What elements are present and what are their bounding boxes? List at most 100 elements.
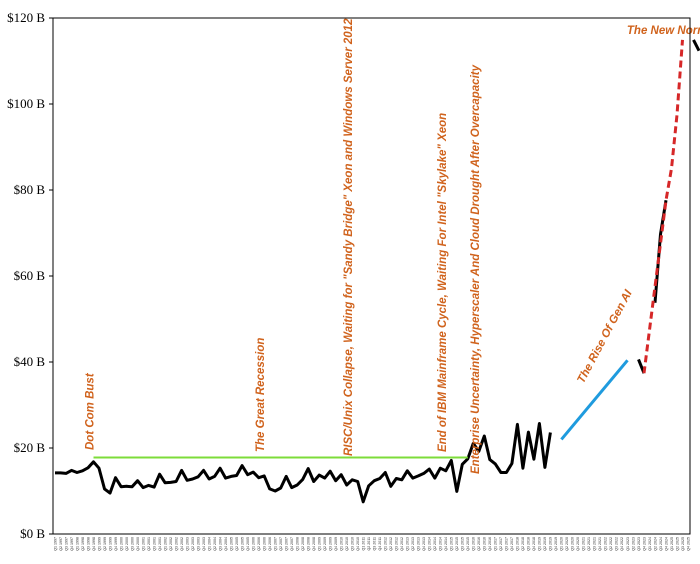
x-tick-label: Q1 2017	[494, 537, 498, 551]
x-tick-label: Q2 2009	[323, 537, 327, 551]
x-tick-label: Q4 2018	[532, 537, 536, 551]
x-tick-label: Q3 1997	[64, 537, 68, 551]
x-tick-label: Q2 2013	[411, 537, 415, 551]
annotation: The Great Recession	[255, 338, 267, 452]
y-tick-label: $0 B	[20, 526, 45, 541]
x-tick-label: Q3 2023	[637, 537, 641, 551]
series-lines	[55, 39, 700, 504]
y-axis-ticks: $0 B $20 B $40 B $60 B $80 B $100 B $120 B	[7, 10, 53, 541]
x-tick-label: Q4 2001	[158, 537, 162, 551]
x-tick-label: Q2 2025	[675, 537, 679, 551]
x-tick-label: Q3 2004	[218, 537, 222, 551]
x-tick-label: Q1 2016	[472, 537, 476, 551]
x-tick-label: Q2 2015	[455, 537, 459, 551]
x-tick-label: Q4 2002	[180, 537, 184, 551]
x-tick-label: Q4 2021	[598, 537, 602, 551]
x-tick-label: Q3 2025	[681, 537, 685, 551]
x-tick-label: Q4 2015	[466, 537, 470, 551]
x-tick-label: Q4 2017	[510, 537, 514, 551]
annotation: Dot Com Bust	[85, 372, 97, 450]
x-tick-label: Q3 2008	[307, 537, 311, 551]
x-tick-label: Q3 2010	[351, 537, 355, 551]
x-tick-label: Q1 2006	[251, 537, 255, 551]
y-tick-label: $20 B	[14, 440, 46, 455]
x-tick-label: Q1 2021	[582, 537, 586, 551]
x-tick-label: Q3 2006	[262, 537, 266, 551]
plot-border	[52, 17, 691, 535]
x-tick-label: Q1 2019	[538, 537, 542, 551]
x-tick-label: Q1 2008	[295, 537, 299, 551]
series-line	[642, 39, 684, 374]
y-tick-label: $100 B	[7, 96, 45, 111]
x-tick-label: Q3 2009	[329, 537, 333, 551]
y-tick-label: $60 B	[14, 268, 46, 283]
x-tick-label: Q1 2025	[670, 537, 674, 551]
annotation: End of IBM Mainframe Cycle, Waiting For …	[437, 113, 449, 452]
x-tick-label: Q4 2019	[554, 537, 558, 551]
x-tick-label: Q3 2022	[615, 537, 619, 551]
x-tick-label: Q2 2010	[345, 537, 349, 551]
x-tick-label: Q4 2016	[488, 537, 492, 551]
x-tick-label: Q2 2006	[257, 537, 261, 551]
x-tick-label: Q2 1997	[59, 537, 63, 551]
annotation: The New Normal	[627, 25, 700, 37]
x-tick-label: Q2 2003	[191, 537, 195, 551]
series-line	[55, 422, 552, 504]
x-tick-label: Q3 2019	[549, 537, 553, 551]
x-tick-label: Q3 2016	[483, 537, 487, 551]
x-tick-label: Q3 2012	[395, 537, 399, 551]
x-tick-label: Q4 2000	[136, 537, 140, 551]
x-tick-label: Q2 2007	[279, 537, 283, 551]
x-tick-label: Q1 2002	[163, 537, 167, 551]
x-tick-label: Q1 2023	[626, 537, 630, 551]
x-tick-label: Q3 2005	[240, 537, 244, 551]
x-tick-label: Q3 2007	[284, 537, 288, 551]
y-tick-label: $120 B	[7, 10, 45, 25]
x-tick-label: Q1 2000	[119, 537, 123, 551]
x-tick-label: Q3 2014	[439, 537, 443, 551]
y-tick-label: $80 B	[14, 182, 46, 197]
x-tick-label: Q1 2012	[384, 537, 388, 551]
x-tick-label: Q2 2019	[543, 537, 547, 551]
x-tick-label: Q2 1998	[81, 537, 85, 551]
x-tick-label: Q2 2024	[653, 537, 657, 551]
x-tick-label: Q4 2010	[356, 537, 360, 551]
x-tick-label: Q4 1997	[70, 537, 74, 551]
x-tick-label: Q4 2024	[664, 537, 668, 551]
x-tick-label: Q2 2000	[125, 537, 129, 551]
x-tick-label: Q2 2002	[169, 537, 173, 551]
x-tick-label: Q1 2013	[406, 537, 410, 551]
x-tick-label: Q2 2018	[521, 537, 525, 551]
x-tick-label: Q3 2017	[505, 537, 509, 551]
x-tick-label: Q2 2014	[433, 537, 437, 551]
x-tick-label: Q1 2007	[273, 537, 277, 551]
annotation: RISC/Unix Collapse, Waiting for "Sandy B…	[343, 18, 355, 456]
x-tick-label: Q4 2006	[268, 537, 272, 551]
x-tick-label: Q3 2013	[417, 537, 421, 551]
x-tick-label: Q2 2008	[301, 537, 305, 551]
x-tick-label: Q1 2018	[516, 537, 520, 551]
x-tick-label: Q1 2001	[141, 537, 145, 551]
x-tick-label: Q2 2012	[389, 537, 393, 551]
x-tick-label: Q3 2001	[152, 537, 156, 551]
x-tick-label: Q3 2018	[527, 537, 531, 551]
x-tick-label: Q3 2002	[174, 537, 178, 551]
x-tick-label: Q1 2022	[604, 537, 608, 551]
x-tick-label: Q2 1999	[103, 537, 107, 551]
x-tick-label: Q4 2012	[400, 537, 404, 551]
plot-frame	[52, 17, 691, 535]
x-tick-label: Q2 2023	[631, 537, 635, 551]
x-tick-label: Q1 2015	[450, 537, 454, 551]
x-tick-label: Q3 1999	[108, 537, 112, 551]
series-line	[560, 359, 629, 441]
x-tick-label: Q1 2020	[560, 537, 564, 551]
x-tick-label: Q2 2020	[565, 537, 569, 551]
x-tick-label: Q2 2022	[609, 537, 613, 551]
x-tick-label: Q1 1999	[97, 537, 101, 551]
x-tick-label: Q4 2004	[224, 537, 228, 551]
x-tick-label: Q4 2007	[290, 537, 294, 551]
x-tick-label: Q2 2001	[147, 537, 151, 551]
x-tick-label: Q2 2016	[477, 537, 481, 551]
x-tick-label: Q4 1999	[114, 537, 118, 551]
